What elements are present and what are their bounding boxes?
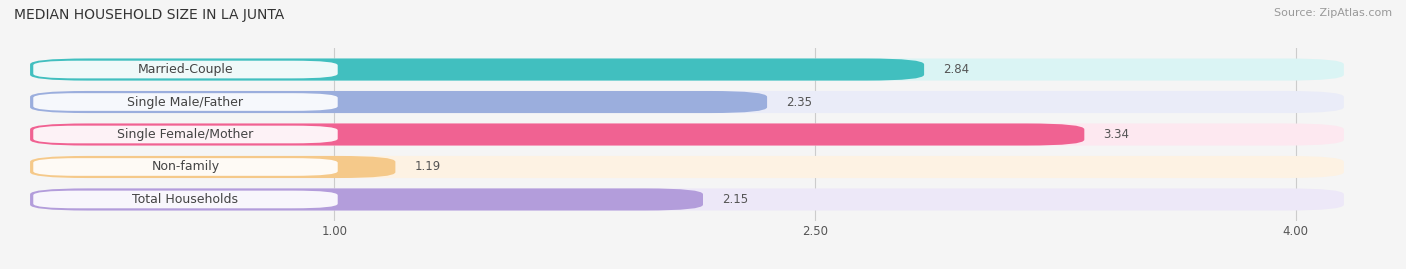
FancyBboxPatch shape <box>30 188 1344 211</box>
FancyBboxPatch shape <box>34 126 337 143</box>
Text: 3.34: 3.34 <box>1104 128 1129 141</box>
Text: Married-Couple: Married-Couple <box>138 63 233 76</box>
FancyBboxPatch shape <box>30 156 395 178</box>
Text: Total Households: Total Households <box>132 193 239 206</box>
Text: Single Female/Mother: Single Female/Mother <box>117 128 253 141</box>
FancyBboxPatch shape <box>30 91 768 113</box>
FancyBboxPatch shape <box>30 123 1344 146</box>
FancyBboxPatch shape <box>30 91 1344 113</box>
Text: 2.84: 2.84 <box>943 63 970 76</box>
FancyBboxPatch shape <box>30 58 924 81</box>
Text: 2.35: 2.35 <box>786 95 813 108</box>
Text: Single Male/Father: Single Male/Father <box>128 95 243 108</box>
FancyBboxPatch shape <box>34 158 337 176</box>
FancyBboxPatch shape <box>30 58 1344 81</box>
FancyBboxPatch shape <box>30 123 1084 146</box>
FancyBboxPatch shape <box>34 61 337 78</box>
Text: MEDIAN HOUSEHOLD SIZE IN LA JUNTA: MEDIAN HOUSEHOLD SIZE IN LA JUNTA <box>14 8 284 22</box>
Text: Source: ZipAtlas.com: Source: ZipAtlas.com <box>1274 8 1392 18</box>
FancyBboxPatch shape <box>34 191 337 208</box>
Text: 2.15: 2.15 <box>723 193 748 206</box>
FancyBboxPatch shape <box>30 156 1344 178</box>
FancyBboxPatch shape <box>34 93 337 111</box>
FancyBboxPatch shape <box>30 188 703 211</box>
Text: 1.19: 1.19 <box>415 161 441 174</box>
Text: Non-family: Non-family <box>152 161 219 174</box>
